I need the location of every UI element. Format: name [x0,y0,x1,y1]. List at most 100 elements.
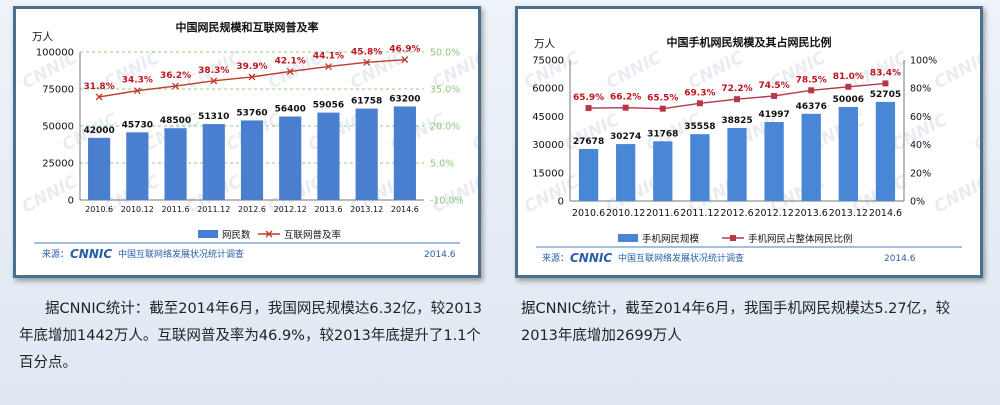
x-tick-label: 2013.12 [829,208,868,219]
x-tick-label: 2013.6 [314,205,342,214]
line-marker [324,63,332,71]
line-value-label: 65.5% [647,94,678,104]
line-value-label: 83.4% [870,68,901,78]
line-value-label: 81.0% [833,72,864,82]
y2-tick-label: 40% [910,140,931,151]
y-tick-label: 45000 [532,112,564,123]
y-axis-unit: 万人 [32,31,53,43]
bar [653,141,673,201]
legend-line-label: 互联网普及率 [284,229,342,241]
line-marker [286,68,294,75]
bar [355,108,378,200]
watermark-text: CNNIC [429,171,478,217]
legend-bar-label: 网民数 [222,229,251,241]
legend-line-label: 手机网民占整体网民比例 [748,233,853,245]
bar-value-label: 48500 [160,116,191,126]
y-tick-label: 15000 [532,168,564,179]
mobile-users-panel: CNNIC CNNIC CNNIC CNNIC CNNIC CNNIC CNNIC CNNIC… [515,6,991,350]
bar [240,120,264,200]
bar [690,134,710,201]
bar [578,148,599,201]
line-marker [808,87,815,94]
x-tick-label: 2014.6 [869,208,902,219]
bar [838,106,858,201]
line-value-label: 36.2% [160,71,191,81]
y2-tick-label: 80% [910,84,931,95]
watermark-text: CNNIC [971,109,980,155]
x-tick-label: 2011.12 [197,205,230,214]
bar [764,122,784,201]
y2-tick-label: 100% [910,56,937,67]
line-marker [401,56,409,64]
line-value-label: 42.1% [275,56,306,66]
source-organization: 中国互联网络发展状况统计调查 [618,252,744,264]
bar-value-label: 52705 [870,90,901,100]
chart-title: 中国手机网民规模及其占网民比例 [667,35,832,49]
source-prefix: 来源： [542,253,569,264]
bar [88,137,111,200]
legend-line-marker [265,230,273,238]
y2-tick-label: 60% [910,112,931,123]
line-marker [696,100,703,107]
x-tick-label: 2013.6 [795,208,828,219]
x-tick-label: 2011.6 [162,205,190,214]
line-marker [133,87,141,95]
y-tick-label: 0 [558,197,564,208]
bar-value-label: 42000 [83,126,114,136]
line-value-label: 39.9% [236,62,267,72]
bar [393,106,416,200]
bar-value-label: 27678 [573,137,604,147]
bar-value-label: 56400 [275,105,306,115]
y2-tick-label: 5.0% [430,159,454,170]
bar-value-label: 41997 [758,110,789,120]
y-tick-label: 30000 [532,140,564,151]
line-marker [363,58,371,66]
y2-tick-label: 20% [910,168,931,179]
line-value-label: 66.2% [610,93,641,103]
bar [164,128,187,200]
bar [202,124,225,200]
watermark-text: CNNIC [469,109,478,155]
watermark-text: CNNIC [603,47,666,93]
x-tick-label: 2014.6 [391,205,419,214]
x-tick-label: 2010.12 [121,205,154,214]
internet-users-panel: CNNIC CNNIC CNNIC CNNIC CNNIC CNNIC CNNIC CNNIC… [13,6,489,377]
y2-tick-label: 35.0% [430,85,460,96]
legend-bar-swatch [618,234,638,242]
bar [616,144,636,201]
x-tick-label: 2012.6 [720,208,753,219]
x-tick-label: 2011.6 [646,208,679,219]
y2-tick-label: 20.0% [430,122,460,133]
y2-tick-label: 50.0% [430,48,460,59]
line-marker [734,96,740,103]
x-tick-label: 2013.12 [350,205,383,214]
x-tick-label: 2010.6 [572,208,605,219]
bar [801,113,821,201]
watermark-text: CNNIC [931,47,980,93]
bar [875,101,896,201]
bar-value-label: 51310 [198,112,229,122]
bar [317,112,340,200]
bar-value-label: 61758 [351,97,382,107]
line-value-label: 69.3% [684,88,715,98]
line-value-label: 78.5% [796,75,827,85]
cnnic-logo: CNNIC [570,251,612,265]
summary-text-right: 据CNNIC统计，截至2014年6月，我国手机网民规模达5.27亿，较2013年… [521,301,951,344]
report-date: 2014.6 [884,254,916,264]
chart-frame-right: CNNIC CNNIC CNNIC CNNIC CNNIC CNNIC CNNIC CNNIC… [515,6,983,278]
bar [727,128,747,201]
y-tick-label: 100000 [36,48,74,59]
bar-value-label: 63200 [389,94,420,104]
x-tick-label: 2011.12 [680,208,719,219]
report-date: 2014.6 [424,250,456,260]
line-marker [622,104,629,111]
line-value-label: 74.5% [758,81,789,91]
x-tick-label: 2010.6 [85,205,113,214]
chart-frame-left: CNNIC CNNIC CNNIC CNNIC CNNIC CNNIC CNNIC CNNIC… [13,6,481,278]
bar-value-label: 31768 [647,129,678,139]
line-value-label: 72.2% [721,84,752,94]
y-tick-label: 0 [68,196,74,207]
watermark-text: CNNIC [931,171,980,217]
y-tick-label: 50000 [42,122,74,133]
